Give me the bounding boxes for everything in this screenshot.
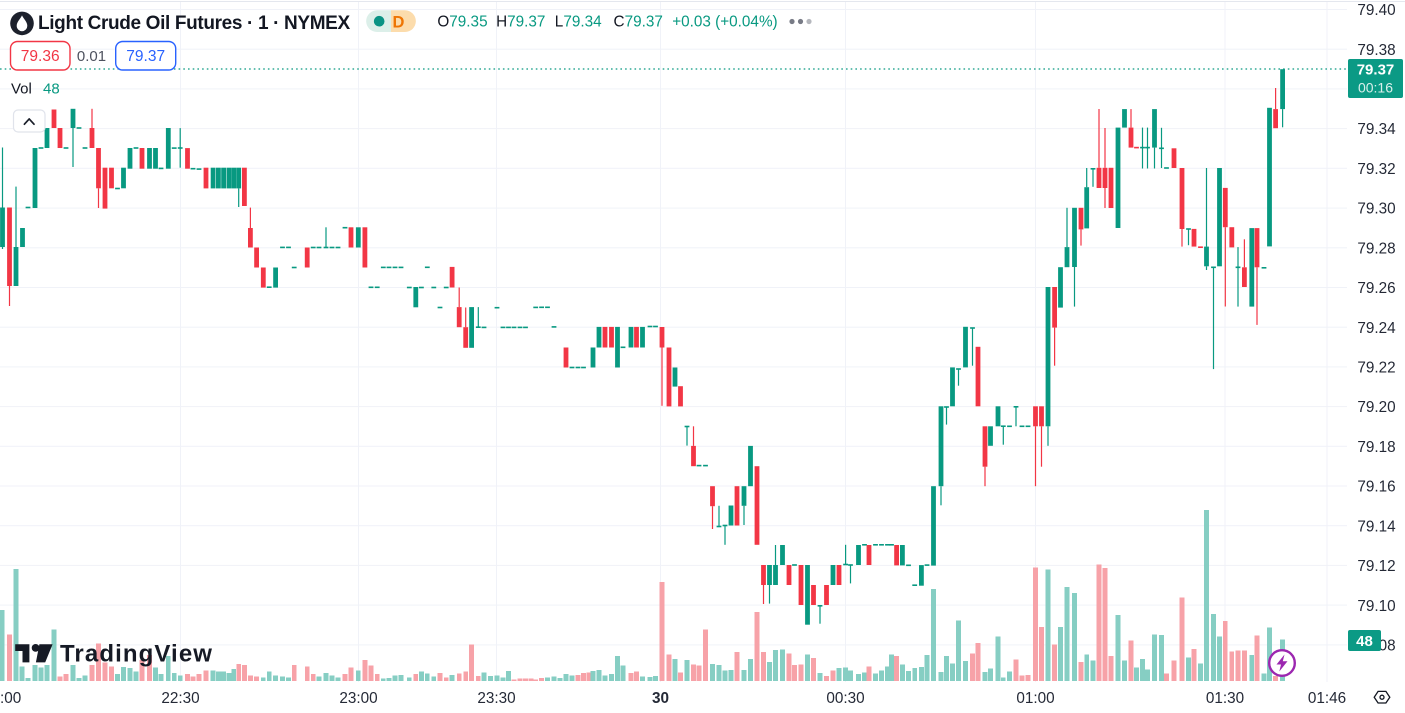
svg-text:Vol: Vol xyxy=(11,81,32,98)
svg-text:79.14: 79.14 xyxy=(1357,518,1396,535)
svg-text:23:00: 23:00 xyxy=(339,690,377,707)
svg-text:79.32: 79.32 xyxy=(1357,161,1395,178)
svg-text:Light Crude Oil Futures · 1 ·: Light Crude Oil Futures · 1 · NYMEX xyxy=(38,13,350,34)
svg-text:79.16: 79.16 xyxy=(1357,479,1395,496)
svg-text:D: D xyxy=(393,14,405,32)
svg-text:79.26: 79.26 xyxy=(1357,280,1395,297)
svg-text:22:30: 22:30 xyxy=(161,690,199,707)
svg-text:79.37: 79.37 xyxy=(1357,62,1395,79)
svg-text:H79.37: H79.37 xyxy=(496,14,545,31)
svg-text:L79.34: L79.34 xyxy=(555,14,602,31)
svg-text:+0.03 (+0.04%): +0.03 (+0.04%) xyxy=(672,14,777,31)
svg-text:79.12: 79.12 xyxy=(1357,558,1395,575)
svg-text:00:16: 00:16 xyxy=(1358,80,1393,96)
svg-text:79.18: 79.18 xyxy=(1357,439,1395,456)
svg-text:79.24: 79.24 xyxy=(1357,320,1396,337)
svg-text:01:30: 01:30 xyxy=(1206,690,1244,707)
svg-text:79.10: 79.10 xyxy=(1357,598,1395,615)
svg-text:79.36: 79.36 xyxy=(21,48,60,65)
svg-text:79.40: 79.40 xyxy=(1357,2,1395,19)
svg-text:79.28: 79.28 xyxy=(1357,240,1395,257)
svg-text:0.01: 0.01 xyxy=(77,48,106,65)
svg-text:79.30: 79.30 xyxy=(1357,201,1395,218)
svg-text:79.34: 79.34 xyxy=(1357,121,1396,138)
svg-text:79.20: 79.20 xyxy=(1357,399,1395,416)
svg-text:79.22: 79.22 xyxy=(1357,360,1395,377)
svg-text:01:00: 01:00 xyxy=(1016,690,1054,707)
svg-text:O79.35: O79.35 xyxy=(437,14,487,31)
svg-text:48: 48 xyxy=(1356,633,1373,650)
svg-text:30: 30 xyxy=(652,690,669,707)
svg-text:48: 48 xyxy=(43,81,60,98)
svg-text:TradingView: TradingView xyxy=(60,641,213,668)
svg-text:00:30: 00:30 xyxy=(826,690,864,707)
svg-text:C79.37: C79.37 xyxy=(614,14,663,31)
svg-text::00: :00 xyxy=(0,690,21,707)
svg-text:01:46: 01:46 xyxy=(1308,690,1346,707)
svg-text:79.38: 79.38 xyxy=(1357,42,1395,59)
svg-text:23:30: 23:30 xyxy=(477,690,515,707)
svg-text:79.37: 79.37 xyxy=(126,48,165,65)
